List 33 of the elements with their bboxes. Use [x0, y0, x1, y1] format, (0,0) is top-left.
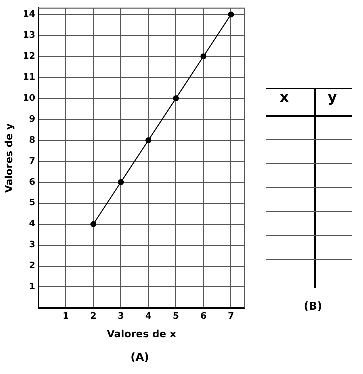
y-axis-title: Valores de y [4, 123, 16, 193]
category-label: y [328, 90, 338, 106]
x-tick-label: 3 [118, 312, 124, 322]
y-tick-label: 9 [29, 114, 36, 125]
y-tick-label: 11 [22, 72, 36, 83]
y-tick-label: 10 [22, 94, 36, 104]
y-tick-label: 8 [29, 136, 36, 146]
y-tick-label: 12 [22, 52, 36, 62]
point [173, 96, 180, 102]
point [90, 221, 97, 228]
y-tick-label: 1 [29, 282, 36, 293]
point [228, 12, 234, 18]
y-tick-label: 5 [29, 198, 36, 209]
x-tick-label: 1 [62, 312, 70, 322]
point [146, 137, 152, 144]
x-tick-label: 7 [228, 312, 234, 322]
y-tick-label: 2 [29, 262, 36, 272]
y-tick-label: 6 [29, 178, 36, 188]
x-tick-label: 6 [200, 312, 207, 322]
x-tick-label: 4 [146, 312, 152, 322]
category-label: x [280, 90, 290, 106]
y-tick-label: 14 [22, 10, 36, 20]
y-tick-label: 13 [22, 31, 36, 41]
x-axis-title: Valores de x [107, 330, 177, 341]
text: (B) [304, 300, 322, 313]
y-tick-label: 3 [29, 240, 36, 251]
y-tick-label: 7 [29, 156, 36, 167]
point [200, 54, 207, 60]
x-tick-label: 5 [173, 312, 180, 322]
text: (A) [130, 351, 150, 364]
x-tick-label: 2 [90, 312, 97, 322]
y-tick-label: 4 [29, 220, 36, 230]
point [118, 179, 124, 186]
